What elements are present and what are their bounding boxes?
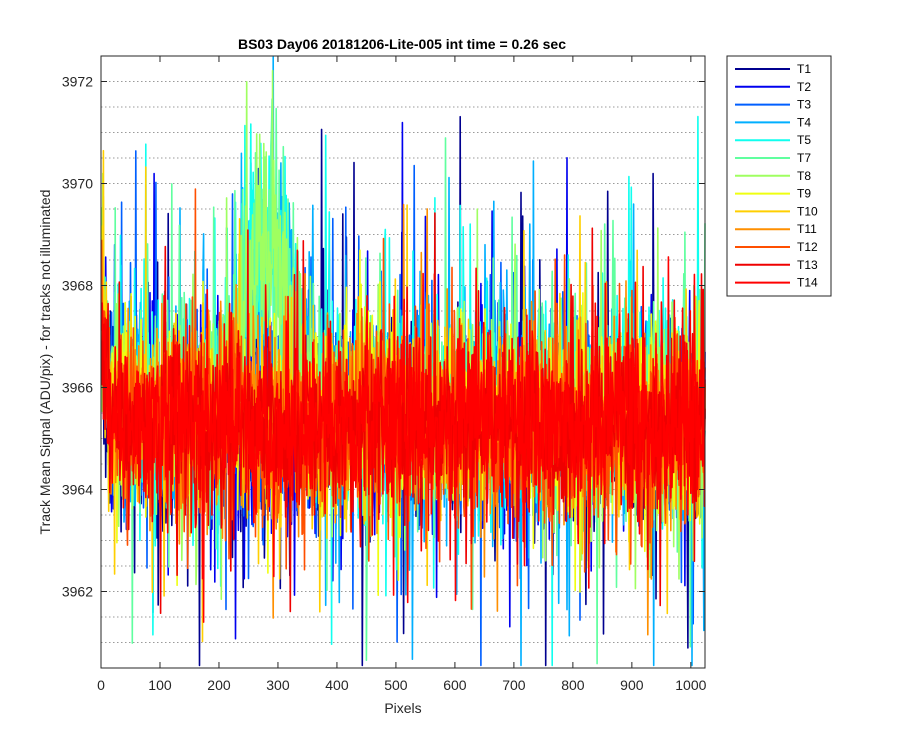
legend-label-T2: T2 (797, 80, 811, 94)
x-tick-label: 200 (207, 677, 231, 693)
y-tick-label: 3970 (62, 176, 93, 192)
x-tick-label: 900 (620, 677, 644, 693)
x-tick-label: 400 (325, 677, 349, 693)
legend-label-T10: T10 (797, 204, 818, 218)
y-axis-label: Track Mean Signal (ADU/pix) - for tracks… (37, 190, 53, 535)
x-tick-label: 500 (384, 677, 408, 693)
y-tick-label: 3966 (62, 380, 93, 396)
plot-frame (100, 55, 706, 669)
y-tick-label: 3968 (62, 278, 93, 294)
axis-ticks: 0 100 200 300 400 500 600 700 800 900 1000 3962 3964… (62, 56, 707, 693)
legend-label-T4: T4 (797, 115, 811, 129)
legend-label-T1: T1 (797, 62, 811, 76)
x-tick-label: 600 (443, 677, 467, 693)
series-line-T14 (100, 249, 706, 623)
legend-label-T8: T8 (797, 169, 811, 183)
legend-label-T12: T12 (797, 240, 818, 254)
legend-label-T9: T9 (797, 187, 811, 201)
legend: T1 T2 T3 T4 T5 T7 T8 T9 T10 T11 T12 T13 T14 (726, 55, 832, 297)
x-tick-label: 800 (561, 677, 585, 693)
legend-label-T11: T11 (797, 222, 817, 236)
legend-label-T14: T14 (797, 276, 818, 290)
y-tick-label: 3964 (62, 482, 93, 498)
x-tick-label: 300 (266, 677, 290, 693)
legend-label-T7: T7 (797, 151, 811, 165)
series-group (100, 56, 706, 667)
x-tick-label: 100 (148, 677, 172, 693)
y-tick-label: 3962 (62, 584, 93, 600)
x-tick-label: 700 (502, 677, 526, 693)
y-tick-label: 3972 (62, 74, 93, 90)
legend-label-T13: T13 (797, 258, 818, 272)
x-axis-label: Pixels (384, 700, 421, 716)
x-tick-label: 0 (97, 677, 105, 693)
x-tick-label: 1000 (675, 677, 706, 693)
legend-label-T5: T5 (797, 133, 811, 147)
legend-label-T3: T3 (797, 98, 811, 112)
chart-title: BS03 Day06 20181206-Lite-005 int time = … (238, 36, 566, 52)
